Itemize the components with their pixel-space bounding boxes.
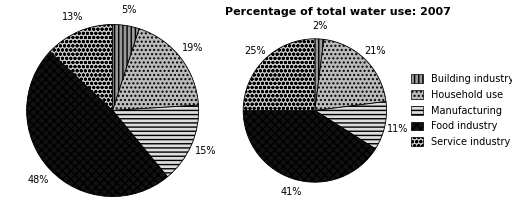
- Text: 15%: 15%: [195, 146, 217, 156]
- Wedge shape: [315, 39, 324, 110]
- Wedge shape: [243, 39, 315, 110]
- Wedge shape: [113, 25, 139, 110]
- Wedge shape: [50, 25, 113, 110]
- Text: 5%: 5%: [121, 5, 136, 15]
- Wedge shape: [315, 39, 386, 110]
- Wedge shape: [27, 52, 167, 196]
- Wedge shape: [243, 110, 375, 182]
- Wedge shape: [113, 29, 199, 110]
- Text: 21%: 21%: [364, 46, 386, 56]
- Text: 41%: 41%: [281, 187, 302, 197]
- Wedge shape: [315, 101, 387, 149]
- Text: 2%: 2%: [312, 21, 328, 31]
- Wedge shape: [113, 105, 199, 177]
- Text: 48%: 48%: [28, 175, 49, 185]
- Text: Percentage of total water use: 2007: Percentage of total water use: 2007: [225, 7, 451, 17]
- Text: 25%: 25%: [244, 46, 266, 56]
- Legend: Building industry, Household use, Manufacturing, Food industry, Service industry: Building industry, Household use, Manufa…: [409, 72, 512, 149]
- Text: 11%: 11%: [387, 124, 408, 134]
- Text: 13%: 13%: [61, 12, 83, 22]
- Text: 19%: 19%: [182, 43, 204, 53]
